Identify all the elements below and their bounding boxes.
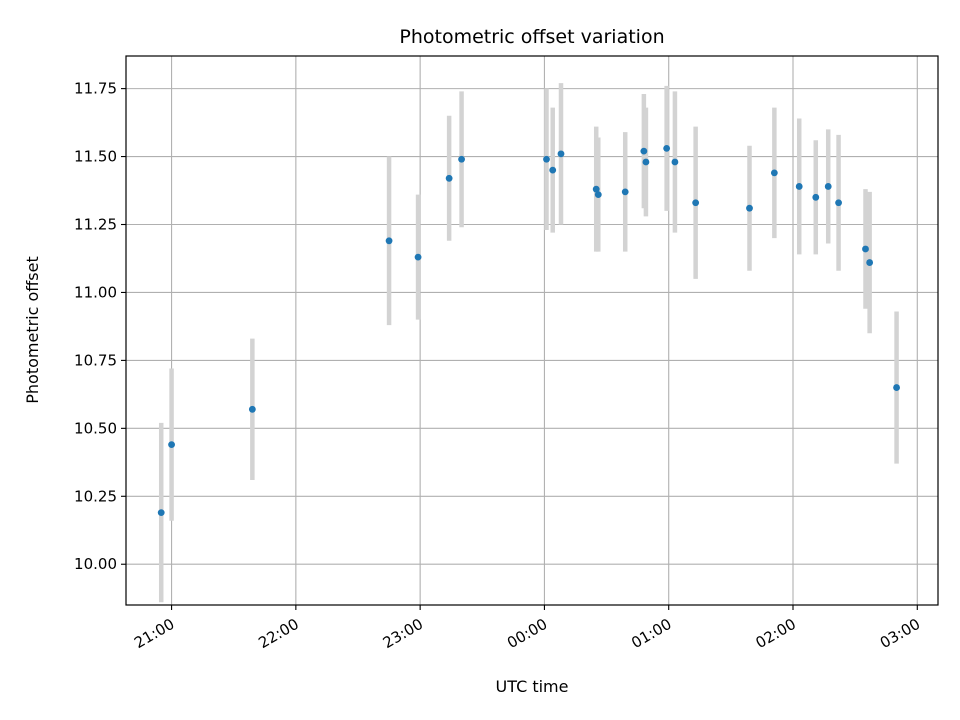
data-point	[663, 145, 671, 152]
y-axis-label: Photometric offset	[23, 256, 42, 404]
data-point	[835, 199, 842, 207]
y-tick-label: 10.50	[74, 419, 117, 437]
data-point	[795, 183, 803, 190]
x-axis-label: UTC time	[496, 677, 569, 696]
data-point	[621, 188, 629, 196]
data-point	[385, 237, 393, 245]
data-point	[671, 158, 679, 166]
data-point	[549, 166, 557, 174]
data-point	[640, 147, 648, 155]
y-tick-label: 11.00	[74, 283, 117, 301]
grid	[126, 56, 938, 605]
data-point	[642, 158, 650, 166]
data-point	[592, 185, 600, 193]
data-point	[557, 150, 565, 158]
data-point	[414, 253, 422, 261]
plot-frame	[125, 55, 939, 606]
data-point	[168, 441, 175, 449]
data-point	[692, 199, 700, 207]
y-tick-label: 10.25	[74, 487, 117, 505]
data-point	[445, 174, 453, 182]
data-point	[248, 405, 256, 413]
data-point	[812, 193, 820, 201]
data-point	[770, 169, 778, 177]
data-point	[543, 155, 550, 163]
data-point	[746, 204, 753, 212]
data-point	[458, 155, 465, 163]
data-point	[862, 245, 869, 253]
y-tick-label: 11.50	[74, 148, 117, 166]
data-point	[594, 191, 602, 199]
data-point	[893, 384, 900, 391]
y-axis-ticks: 10.00 10.25 10.50 10.75 11.00 11.25 11.50 11.75	[74, 80, 126, 573]
y-tick-label: 10.75	[74, 351, 117, 369]
data-point	[157, 509, 165, 516]
y-tick-label: 11.75	[74, 80, 117, 98]
data-points	[157, 145, 900, 516]
y-tick-label: 10.00	[74, 555, 117, 573]
chart-title: Photometric offset variation	[399, 26, 664, 48]
data-point	[824, 183, 832, 190]
y-tick-label: 11.25	[74, 216, 117, 234]
data-point	[866, 259, 874, 266]
